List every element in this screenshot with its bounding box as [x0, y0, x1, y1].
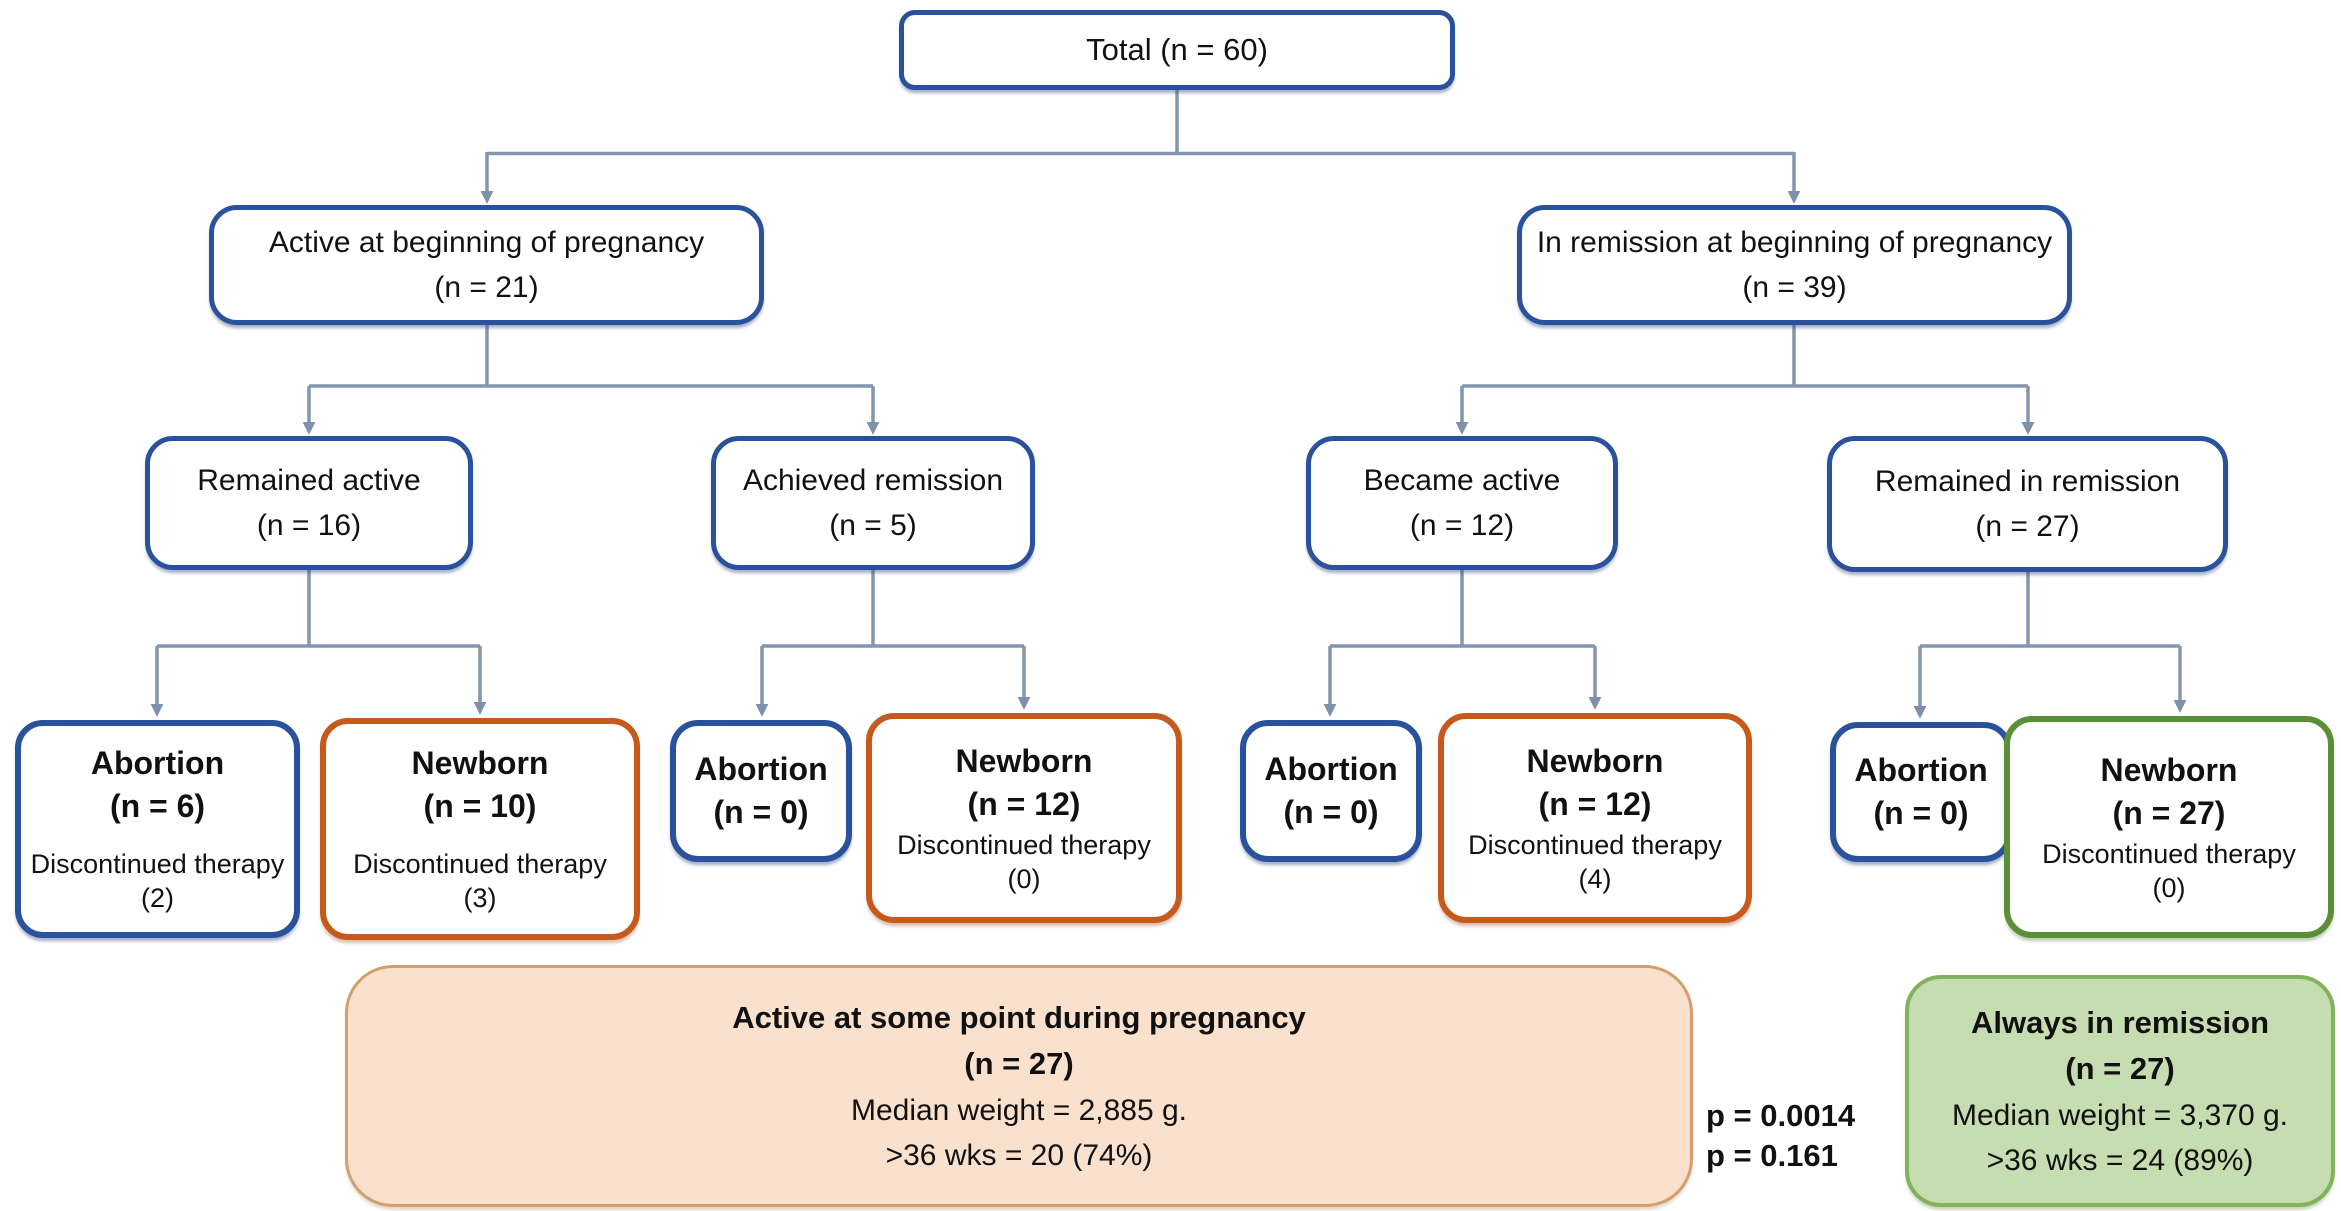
leaf-note-count: (2) — [141, 883, 174, 914]
leaf-count: (n = 0) — [713, 794, 809, 830]
leaf-title: Abortion — [1264, 750, 1398, 787]
summary-median-weight: Median weight = 3,370 g. — [1951, 1098, 2289, 1132]
summary-count: (n = 27) — [2065, 1051, 2175, 1086]
leaf-count: (n = 27) — [2112, 794, 2226, 831]
leaf-title: Newborn — [411, 745, 549, 782]
leaf-note: Discontinued therapy — [1468, 829, 1722, 860]
leaf-note-count: (0) — [1007, 863, 1041, 894]
p-value-2: p = 0.161 — [1706, 1138, 1838, 1174]
node-count: (n = 27) — [1975, 510, 2080, 543]
leaf-note: Discontinued therapy — [353, 849, 607, 880]
node-label: In remission at beginning of pregnancy — [1536, 226, 2053, 259]
leaf-newborn-achieved-remission: Newborn (n = 12) Discontinued therapy (0… — [866, 713, 1182, 923]
summary-median-weight: Median weight = 2,885 g. — [850, 1093, 1188, 1127]
summary-active-during-pregnancy: Active at some point during pregnancy (n… — [345, 965, 1693, 1207]
connector-tier1 — [487, 90, 1794, 156]
node-remained-in-remission: Remained in remission (n = 27) — [1827, 436, 2228, 572]
node-count: (n = 12) — [1409, 509, 1515, 542]
summary-title: Active at some point during pregnancy — [732, 999, 1306, 1035]
summary-weeks: >36 wks = 20 (74%) — [885, 1138, 1153, 1172]
node-label: Became active — [1363, 464, 1561, 497]
leaf-title: Abortion — [694, 750, 828, 787]
node-remission-at-beginning: In remission at beginning of pregnancy (… — [1517, 205, 2072, 325]
leaf-count: (n = 0) — [1283, 794, 1379, 830]
p-value-1: p = 0.0014 — [1706, 1098, 1856, 1133]
leaf-count: (n = 12) — [967, 785, 1081, 822]
connector-tier3-a — [157, 570, 480, 648]
node-became-active: Became active (n = 12) — [1306, 436, 1618, 570]
node-label: Remained in remission — [1874, 465, 2181, 498]
leaf-title: Newborn — [955, 742, 1093, 779]
leaf-count: (n = 6) — [109, 788, 206, 825]
leaf-newborn-became-active: Newborn (n = 12) Discontinued therapy (4… — [1438, 713, 1752, 923]
leaf-abortion-became-active: Abortion (n = 0) — [1240, 720, 1422, 862]
node-label: Active at beginning of pregnancy — [268, 226, 705, 259]
leaf-title: Abortion — [90, 745, 225, 782]
leaf-count: (n = 12) — [1538, 785, 1652, 822]
leaf-title: Newborn — [1526, 742, 1664, 779]
connector-tier3-c — [1330, 570, 1595, 648]
summary-count: (n = 27) — [964, 1046, 1074, 1081]
node-count: (n = 5) — [829, 509, 917, 542]
node-total-label: Total (n = 60) — [1086, 31, 1268, 67]
connector-tier2-right — [1462, 325, 2028, 388]
leaf-count: (n = 0) — [1873, 795, 1969, 831]
connector-tier2-left — [309, 325, 873, 388]
leaf-newborn-remained-remission: Newborn (n = 27) Discontinued therapy (0… — [2004, 716, 2334, 938]
node-count: (n = 16) — [256, 509, 362, 542]
node-count: (n = 21) — [434, 271, 539, 304]
node-active-at-beginning: Active at beginning of pregnancy (n = 21… — [209, 205, 764, 325]
leaf-title: Abortion — [1854, 751, 1988, 788]
node-count: (n = 39) — [1742, 271, 1847, 304]
leaf-abortion-remained-active: Abortion (n = 6) Discontinued therapy (2… — [15, 720, 300, 938]
summary-weeks: >36 wks = 24 (89%) — [1986, 1143, 2254, 1177]
leaf-note-count: (4) — [1578, 863, 1612, 894]
leaf-title: Newborn — [2100, 751, 2238, 788]
leaf-note-count: (3) — [463, 883, 497, 914]
leaf-note: Discontinued therapy — [2042, 838, 2296, 869]
node-label: Achieved remission — [742, 464, 1004, 497]
node-total: Total (n = 60) — [899, 10, 1455, 90]
p-values: p = 0.0014 p = 0.161 — [1706, 1096, 1886, 1177]
leaf-note-count: (0) — [2152, 872, 2186, 903]
node-remained-active: Remained active (n = 16) — [145, 436, 473, 570]
node-achieved-remission: Achieved remission (n = 5) — [711, 436, 1035, 570]
leaf-abortion-achieved-remission: Abortion (n = 0) — [670, 720, 852, 862]
leaf-note: Discontinued therapy — [30, 849, 285, 880]
leaf-newborn-remained-active: Newborn (n = 10) Discontinued therapy (3… — [320, 718, 640, 940]
connector-tier3-b — [762, 570, 1024, 648]
leaf-count: (n = 10) — [423, 788, 537, 825]
leaf-abortion-remained-remission: Abortion (n = 0) — [1830, 722, 2012, 862]
node-label: Remained active — [197, 464, 421, 497]
leaf-note: Discontinued therapy — [897, 829, 1151, 860]
summary-title: Always in remission — [1970, 1004, 2270, 1040]
connector-tier3-d — [1920, 572, 2180, 648]
summary-always-in-remission: Always in remission (n = 27) Median weig… — [1905, 975, 2335, 1207]
